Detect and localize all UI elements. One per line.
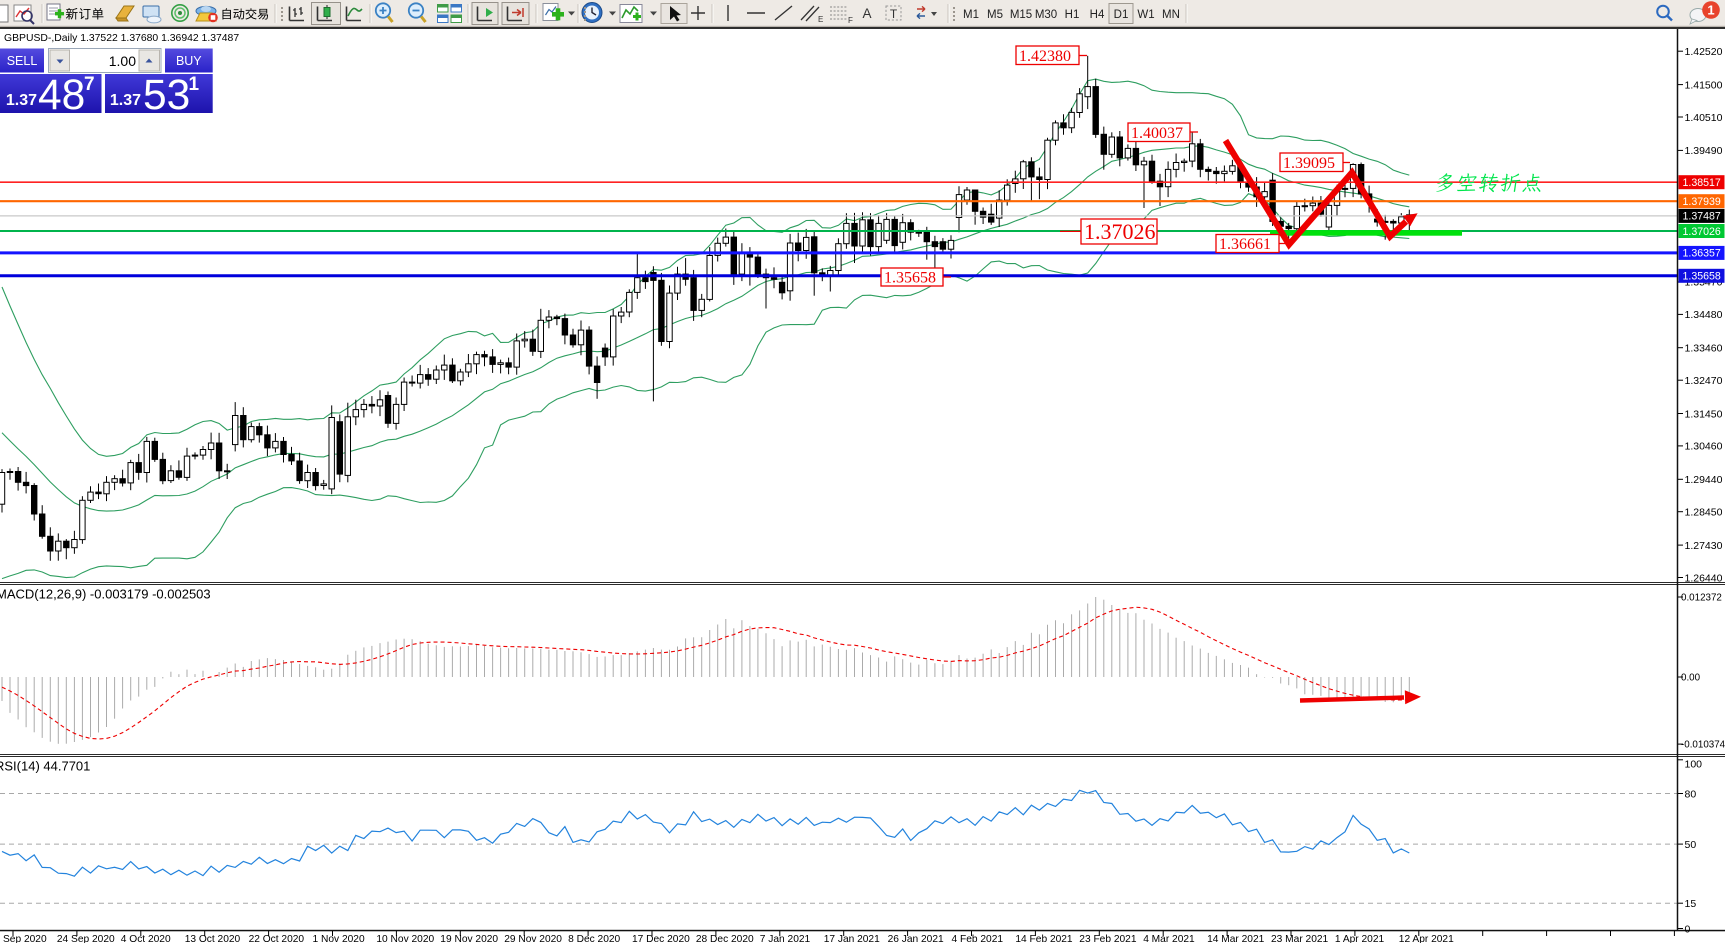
svg-text:1.42520: 1.42520 [1685,46,1723,58]
svg-text:GBPUSD-,Daily 1.37522 1.37680: GBPUSD-,Daily 1.37522 1.37680 1.36942 1.… [4,33,239,44]
svg-text:4 Feb 2021: 4 Feb 2021 [952,934,1004,943]
svg-text:15: 15 [1685,898,1697,910]
svg-text:M15: M15 [1010,9,1032,21]
svg-text:1.38517: 1.38517 [1683,177,1721,189]
svg-text:1.26440: 1.26440 [1685,572,1723,584]
svg-text:D1: D1 [1114,9,1129,21]
svg-text:H1: H1 [1065,9,1080,21]
svg-text:8 Dec 2020: 8 Dec 2020 [568,934,620,943]
svg-text:1.35658: 1.35658 [1683,271,1721,283]
svg-text:1: 1 [189,74,200,95]
svg-text:1.37939: 1.37939 [1683,196,1721,208]
svg-text:SELL: SELL [7,54,38,68]
svg-text:14 Feb 2021: 14 Feb 2021 [1015,934,1073,943]
svg-text:F: F [848,16,853,25]
svg-text:50: 50 [1685,839,1697,851]
svg-text:M30: M30 [1035,9,1057,21]
svg-text:RSI(14) 44.7701: RSI(14) 44.7701 [0,759,90,774]
svg-text:H4: H4 [1090,9,1105,21]
svg-text:4 Mar 2021: 4 Mar 2021 [1143,934,1195,943]
svg-text:14 Mar 2021: 14 Mar 2021 [1207,934,1265,943]
svg-text:17 Dec 2020: 17 Dec 2020 [632,934,690,943]
svg-text:1.39490: 1.39490 [1685,145,1723,157]
svg-text:29 Nov 2020: 29 Nov 2020 [504,934,562,943]
svg-text:1.27430: 1.27430 [1685,540,1723,552]
svg-text:24 Sep 2020: 24 Sep 2020 [57,934,115,943]
svg-text:1.36661: 1.36661 [1219,236,1271,253]
svg-text:1.42380: 1.42380 [1019,48,1071,65]
svg-text:1 Nov 2020: 1 Nov 2020 [313,934,365,943]
svg-text:MACD(12,26,9) -0.003179 -0.002: MACD(12,26,9) -0.003179 -0.002503 [0,587,211,602]
svg-text:1.33460: 1.33460 [1685,343,1723,355]
svg-text:1: 1 [1707,3,1714,18]
svg-text:0.00: 0.00 [1681,673,1701,684]
svg-text:T: T [890,7,898,21]
svg-text:1.41500: 1.41500 [1685,79,1723,91]
svg-text:19 Nov 2020: 19 Nov 2020 [440,934,498,943]
svg-text:100: 100 [1685,759,1703,771]
svg-text:1.39095: 1.39095 [1283,155,1335,172]
svg-text:1.00: 1.00 [109,53,136,69]
svg-text:4 Oct 2020: 4 Oct 2020 [121,934,171,943]
svg-text:-0.010374: -0.010374 [1681,740,1725,751]
svg-text:17 Jan 2021: 17 Jan 2021 [824,934,880,943]
svg-text:A: A [862,6,871,21]
svg-text:W1: W1 [1137,9,1154,21]
svg-text:E: E [818,15,823,24]
svg-text:1.37026: 1.37026 [1683,226,1721,238]
svg-text:1.28450: 1.28450 [1685,507,1723,519]
svg-text:1 Apr 2021: 1 Apr 2021 [1335,934,1385,943]
svg-text:26 Jan 2021: 26 Jan 2021 [888,934,944,943]
svg-text:1.29440: 1.29440 [1685,474,1723,486]
svg-text:1.37: 1.37 [6,92,37,109]
svg-text:1.30460: 1.30460 [1685,441,1723,453]
svg-text:1.37: 1.37 [110,92,141,109]
svg-text:28 Dec 2020: 28 Dec 2020 [696,934,754,943]
svg-text:53: 53 [143,72,190,119]
svg-text:1.32470: 1.32470 [1685,375,1723,387]
svg-text:48: 48 [38,72,85,119]
svg-text:M5: M5 [987,9,1003,21]
svg-text:22 Oct 2020: 22 Oct 2020 [249,934,305,943]
svg-text:BUY: BUY [176,54,202,68]
svg-text:1.36357: 1.36357 [1683,248,1721,260]
svg-text:Sep 2020: Sep 2020 [3,934,47,943]
svg-text:0: 0 [1685,923,1691,935]
svg-text:1.40510: 1.40510 [1685,112,1723,124]
svg-text:M1: M1 [963,9,979,21]
svg-text:7 Jan 2021: 7 Jan 2021 [760,934,811,943]
svg-text:MN: MN [1162,9,1180,21]
svg-text:80: 80 [1685,788,1697,800]
svg-text:12 Apr 2021: 12 Apr 2021 [1399,934,1454,943]
svg-text:7: 7 [84,74,95,95]
svg-text:23 Mar 2021: 23 Mar 2021 [1271,934,1329,943]
svg-text:10 Nov 2020: 10 Nov 2020 [376,934,434,943]
svg-text:1.35658: 1.35658 [884,270,936,287]
svg-text:1.37026: 1.37026 [1084,219,1156,244]
svg-text:0.012372: 0.012372 [1681,593,1722,604]
svg-text:13 Oct 2020: 13 Oct 2020 [185,934,241,943]
svg-text:1.31450: 1.31450 [1685,408,1723,420]
svg-text:1.40037: 1.40037 [1131,125,1183,142]
svg-text:23 Feb 2021: 23 Feb 2021 [1079,934,1137,943]
svg-text:1.34480: 1.34480 [1685,309,1723,321]
svg-text:1.37487: 1.37487 [1683,211,1721,223]
